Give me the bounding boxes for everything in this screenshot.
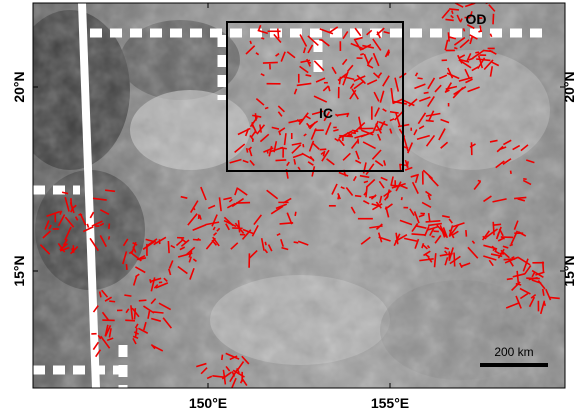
latitude-label: 20°N <box>561 71 577 102</box>
lineament <box>355 196 361 197</box>
lineament <box>375 129 381 130</box>
lineament <box>247 148 248 152</box>
lineament <box>263 62 278 63</box>
lineament <box>125 320 135 321</box>
lineament <box>449 9 459 10</box>
lineament <box>338 195 339 200</box>
latitude-label: 15°N <box>561 255 577 286</box>
radar-image <box>10 1 565 391</box>
lineament <box>294 242 299 243</box>
lineament <box>295 212 296 216</box>
lineament <box>501 237 513 238</box>
lineament <box>478 181 481 182</box>
lineament <box>480 1 491 3</box>
longitude-label: 155°E <box>371 395 409 411</box>
latitude-label: 20°N <box>11 71 27 102</box>
lineament <box>454 48 457 49</box>
lineament <box>280 148 286 149</box>
longitude-label: 150°E <box>189 395 227 411</box>
lineament <box>139 300 147 301</box>
lineament <box>493 222 494 235</box>
lineament <box>507 279 513 280</box>
region-label: OD <box>466 11 487 27</box>
lineament <box>275 160 286 161</box>
lineament <box>417 78 422 79</box>
lineament <box>550 297 560 298</box>
lineament <box>60 211 61 215</box>
lineament <box>543 289 544 296</box>
lineament <box>265 242 266 245</box>
lineament <box>303 144 304 147</box>
lineament <box>280 223 294 224</box>
lineament <box>424 92 429 93</box>
lineament <box>105 190 115 191</box>
lineament <box>124 295 131 296</box>
map-figure: 150°E 155°E 20°N 15°N 20°N 15°N OD IC 20… <box>0 0 587 415</box>
lineament <box>168 241 169 253</box>
lineament <box>134 308 135 319</box>
lineament <box>360 54 363 55</box>
lineament <box>255 113 256 120</box>
lineament <box>432 236 435 237</box>
latitude-label: 15°N <box>11 255 27 286</box>
lineament <box>222 355 223 360</box>
lineament <box>412 234 425 235</box>
lineament <box>153 312 163 313</box>
lineament <box>265 108 268 109</box>
lineament <box>294 159 295 164</box>
lineament <box>306 75 312 76</box>
lineament <box>351 133 356 134</box>
lineament <box>463 28 464 31</box>
lineament <box>452 11 453 14</box>
lineament <box>475 52 479 53</box>
lineament <box>278 29 279 39</box>
lineament <box>109 301 115 302</box>
lineament <box>445 19 453 20</box>
lineament <box>261 38 264 39</box>
lineament <box>402 197 403 200</box>
lineament <box>193 239 201 240</box>
lineament <box>448 32 449 41</box>
lineament <box>510 244 513 245</box>
lineament <box>109 236 110 239</box>
region-label: IC <box>319 105 333 121</box>
lineament <box>250 41 251 44</box>
lineament <box>504 259 516 260</box>
lineament <box>466 230 467 237</box>
lineament <box>514 197 526 198</box>
lineament <box>426 120 434 121</box>
lineament <box>493 14 494 25</box>
lineament <box>126 264 127 270</box>
scale-bar-label: 200 km <box>494 345 533 359</box>
lineament <box>109 224 110 229</box>
lineament <box>319 40 323 41</box>
lineament <box>339 77 340 85</box>
lineament <box>236 203 250 204</box>
lineament <box>511 171 512 174</box>
